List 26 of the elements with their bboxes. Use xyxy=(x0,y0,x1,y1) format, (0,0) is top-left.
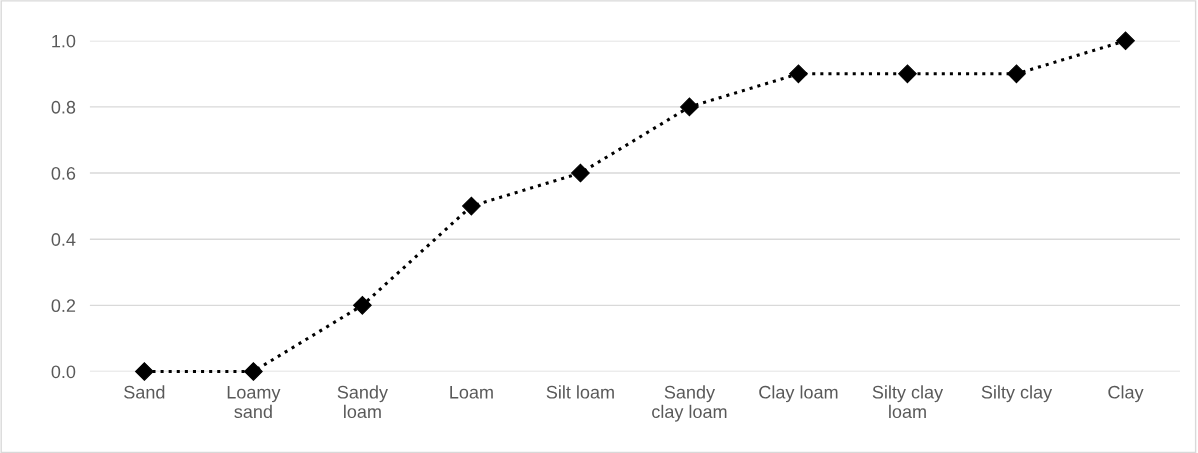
point xyxy=(135,362,154,381)
x-tick-label: Silty clay loam xyxy=(872,385,944,419)
x-tick-label: Silt loam xyxy=(546,385,614,399)
x-tick-label: Loam xyxy=(450,386,493,399)
x-tick-label: Sandy loam xyxy=(337,385,388,419)
x-tick-label: Clay xyxy=(1108,385,1144,403)
x-tick-label: Silty clay xyxy=(981,385,1053,403)
point xyxy=(1007,64,1026,84)
y-tick-label: 1.0 xyxy=(52,34,76,48)
point xyxy=(789,64,808,84)
y-tick-label: 0.2 xyxy=(51,299,76,313)
y-tick-label: 0.8 xyxy=(51,100,76,114)
x-tick-label: Sand xyxy=(124,385,165,399)
point xyxy=(462,196,481,216)
x-tick-label: Loamy sand xyxy=(227,386,281,419)
y-tick-label: 0.6 xyxy=(51,166,76,180)
x-tick-label: Clay loam xyxy=(759,385,838,403)
point xyxy=(1116,31,1135,51)
y-tick-label: 0.0 xyxy=(51,365,76,379)
point xyxy=(680,97,699,117)
point xyxy=(898,64,917,84)
point xyxy=(353,295,372,315)
point xyxy=(244,362,263,381)
y-tick-label: 0.4 xyxy=(51,233,76,246)
x-tick-label: Sandy clay loam xyxy=(652,385,727,422)
point xyxy=(571,163,590,183)
